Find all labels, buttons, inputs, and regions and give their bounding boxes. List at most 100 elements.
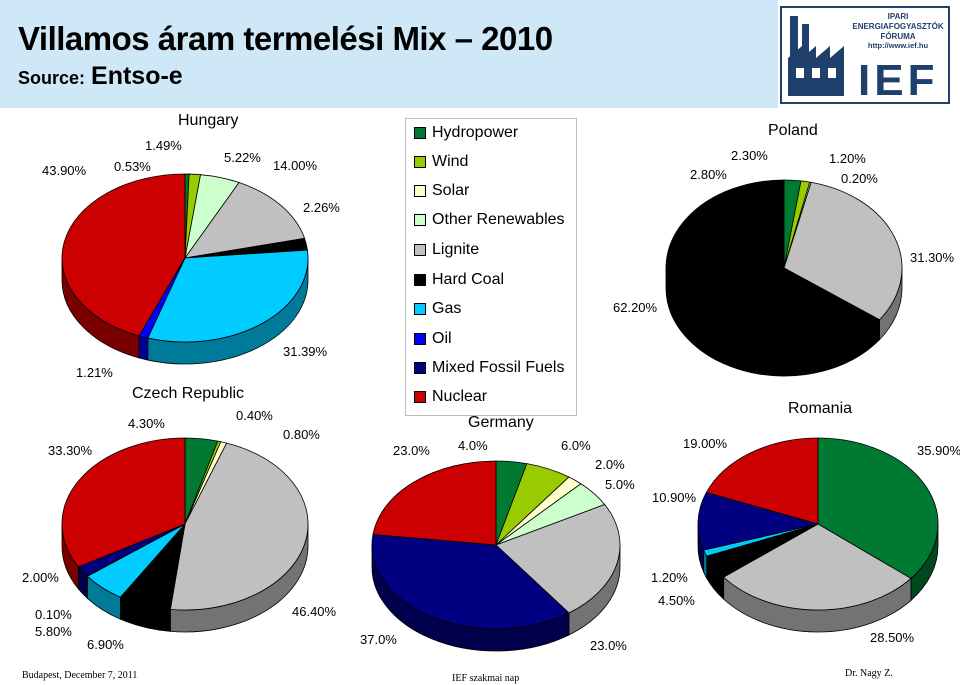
data-label: 14.00% bbox=[273, 158, 318, 173]
data-label: 2.26% bbox=[303, 200, 340, 215]
pie-slice-gas bbox=[147, 249, 309, 343]
footer-center: IEF szakmai nap bbox=[452, 673, 520, 684]
legend: Hydropower Wind Solar Other Renewables L… bbox=[405, 118, 577, 416]
data-label: 6.90% bbox=[87, 637, 124, 652]
legend-swatch-hard-coal bbox=[414, 274, 426, 286]
data-label: 6.0% bbox=[561, 438, 591, 453]
legend-label: Lignite bbox=[432, 241, 480, 258]
data-label: 33.30% bbox=[48, 443, 93, 458]
legend-label: Mixed Fossil Fuels bbox=[432, 359, 565, 376]
legend-label: Oil bbox=[432, 330, 452, 347]
data-label: 5.80% bbox=[35, 624, 72, 639]
data-label: 2.00% bbox=[22, 570, 59, 585]
data-label: 1.21% bbox=[76, 365, 113, 380]
data-label: 28.50% bbox=[870, 630, 915, 645]
data-label: 4.30% bbox=[128, 416, 165, 431]
footer-left: Budapest, December 7, 2011 bbox=[22, 670, 138, 681]
legend-item: Solar bbox=[414, 181, 469, 201]
source-key: Source: bbox=[18, 68, 86, 88]
legend-item: Lignite bbox=[414, 240, 479, 260]
data-label: 19.00% bbox=[683, 436, 728, 451]
data-label: 4.50% bbox=[658, 593, 695, 608]
pie-side-oil bbox=[138, 335, 149, 361]
pie-slice-nuclear bbox=[61, 437, 186, 568]
data-label: 31.30% bbox=[910, 250, 955, 265]
legend-swatch-oil bbox=[414, 333, 426, 345]
data-label: 0.20% bbox=[841, 171, 878, 186]
page-title: Villamos áram termelési Mix – 2010 bbox=[18, 20, 553, 57]
legend-swatch-mixed-fossil bbox=[414, 362, 426, 374]
data-label: 0.80% bbox=[283, 427, 320, 442]
logo-text: IPARI ENERGIAFOGYASZTÓK FÓRUMA bbox=[852, 12, 944, 41]
data-label: 35.90% bbox=[917, 443, 960, 458]
ief-logo: IPARI ENERGIAFOGYASZTÓK FÓRUMA http://ww… bbox=[780, 6, 950, 105]
legend-item: Mixed Fossil Fuels bbox=[414, 358, 564, 378]
chart-title-hungary: Hungary bbox=[178, 112, 239, 129]
title-banner: Villamos áram termelési Mix – 2010 Sourc… bbox=[0, 0, 778, 108]
legend-item: Hard Coal bbox=[414, 270, 504, 290]
legend-label: Hard Coal bbox=[432, 271, 505, 288]
data-label: 5.22% bbox=[224, 150, 261, 165]
legend-swatch-nuclear bbox=[414, 391, 426, 403]
data-label: 1.49% bbox=[145, 138, 182, 153]
legend-item: Wind bbox=[414, 152, 468, 172]
data-label: 0.53% bbox=[114, 159, 151, 174]
data-label: 23.0% bbox=[393, 443, 430, 458]
legend-label: Solar bbox=[432, 182, 470, 199]
legend-swatch-solar bbox=[414, 185, 426, 197]
source-line: Source: Entso-e bbox=[18, 62, 183, 91]
pie-slice-lignite bbox=[169, 442, 309, 611]
legend-swatch-gas bbox=[414, 303, 426, 315]
chart-title-czech: Czech Republic bbox=[132, 385, 245, 402]
pie-slice-mixed-fossil-fuels bbox=[697, 491, 819, 551]
legend-item: Gas bbox=[414, 299, 461, 319]
chart-title-germany: Germany bbox=[468, 414, 534, 431]
data-label: 31.39% bbox=[283, 344, 328, 359]
data-label: 62.20% bbox=[613, 300, 658, 315]
source-value: Entso-e bbox=[91, 62, 183, 90]
pie-slice-mixed-fossil-fuels bbox=[371, 534, 570, 630]
legend-label: Other Renewables bbox=[432, 211, 565, 228]
legend-swatch-wind bbox=[414, 156, 426, 168]
legend-label: Nuclear bbox=[432, 388, 488, 405]
legend-label: Wind bbox=[432, 153, 469, 170]
pie-slice-hydropower bbox=[817, 437, 939, 579]
legend-swatch-other-renewables bbox=[414, 214, 426, 226]
legend-item: Other Renewables bbox=[414, 210, 565, 230]
data-label: 2.0% bbox=[595, 457, 625, 472]
pie-slice-lignite bbox=[783, 181, 903, 321]
legend-item: Oil bbox=[414, 329, 452, 349]
footer-right: Dr. Nagy Z. bbox=[845, 668, 893, 679]
data-label: 0.40% bbox=[236, 408, 273, 423]
data-label: 10.90% bbox=[652, 490, 697, 505]
legend-item: Hydropower bbox=[414, 123, 518, 143]
legend-label: Hydropower bbox=[432, 124, 519, 141]
factory-logo-icon bbox=[780, 6, 950, 104]
legend-swatch-lignite bbox=[414, 244, 426, 256]
pie-slice-lignite bbox=[495, 504, 621, 614]
legend-item: Nuclear bbox=[414, 387, 487, 407]
data-label: 1.20% bbox=[651, 570, 688, 585]
data-label: 23.0% bbox=[590, 638, 627, 653]
data-label: 46.40% bbox=[292, 604, 337, 619]
pie-slice-lignite bbox=[722, 523, 912, 611]
logo-abbr: IEF bbox=[858, 56, 939, 105]
legend-label: Gas bbox=[432, 300, 462, 317]
logo-url: http://www.ief.hu bbox=[867, 41, 929, 50]
data-label: 2.30% bbox=[731, 148, 768, 163]
data-label: 0.10% bbox=[35, 607, 72, 622]
pie-slice-lignite bbox=[184, 182, 306, 259]
pie-slice-nuclear bbox=[61, 173, 186, 337]
data-label: 2.80% bbox=[690, 167, 727, 182]
pie-slice-nuclear bbox=[372, 460, 497, 546]
data-label: 37.0% bbox=[360, 632, 397, 647]
legend-swatch-hydropower bbox=[414, 127, 426, 139]
pie-slice-hard-coal bbox=[665, 179, 867, 357]
chart-title-romania: Romania bbox=[788, 400, 853, 417]
data-label: 43.90% bbox=[42, 163, 87, 178]
chart-title-poland: Poland bbox=[768, 122, 818, 139]
data-label: 5.0% bbox=[605, 477, 635, 492]
data-label: 4.0% bbox=[458, 438, 488, 453]
pie-slice-nuclear bbox=[705, 437, 819, 525]
